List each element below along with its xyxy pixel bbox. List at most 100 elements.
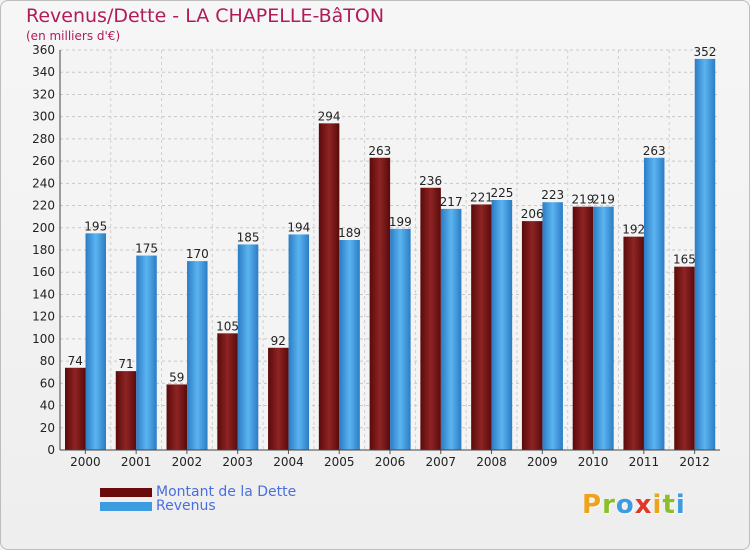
x-tick-label: 2004 — [273, 455, 304, 469]
data-label-revenus: 352 — [694, 45, 717, 59]
legend-item-revenus: Revenus — [100, 498, 360, 514]
bar-revenus — [339, 240, 360, 450]
bar-dette — [217, 333, 238, 450]
legend-label-revenus: Revenus — [156, 498, 216, 514]
logo-letter: i — [675, 490, 686, 520]
data-label-revenus: 217 — [440, 195, 463, 209]
bar-revenus — [542, 202, 563, 450]
bar-revenus — [440, 208, 462, 450]
data-label-dette: 236 — [419, 174, 442, 188]
y-tick-label: 140 — [32, 287, 55, 301]
chart-subtitle: (en milliers d'€) — [26, 29, 121, 43]
y-tick-label: 220 — [32, 199, 55, 213]
bar-dette — [115, 371, 137, 450]
data-label-dette: 221 — [470, 190, 493, 204]
label-layer: 74 195 71 175 59 170 105 185 92 194 294 189 263 199 23… — [68, 45, 717, 385]
x-tick-label: 2003 — [222, 455, 253, 469]
y-tick-label: 200 — [32, 221, 55, 235]
logo-letter: o — [615, 490, 635, 520]
x-tick-label: 2009 — [527, 455, 558, 469]
bar-dette — [623, 236, 644, 450]
bar-dette — [674, 266, 695, 450]
bar-revenus — [187, 261, 208, 450]
bar-dette — [369, 157, 391, 450]
data-label-dette: 92 — [271, 334, 286, 348]
x-tick-label: 2002 — [172, 455, 203, 469]
bar-layer — [65, 58, 716, 451]
x-tick-label: 2007 — [425, 455, 456, 469]
y-tick-label: 360 — [32, 43, 55, 57]
x-tick-label: 2010 — [578, 455, 609, 469]
data-label-revenus: 223 — [541, 188, 564, 202]
y-tick-label: 320 — [32, 87, 55, 101]
data-label-revenus: 194 — [287, 220, 310, 234]
bar-revenus — [237, 244, 259, 450]
data-label-revenus: 195 — [84, 219, 107, 233]
bar-dette — [420, 187, 441, 450]
logo-letter: t — [662, 490, 676, 520]
bar-revenus — [593, 206, 614, 450]
legend: Montant de la Dette Revenus — [100, 484, 360, 514]
data-label-dette: 165 — [673, 253, 696, 267]
legend-label-dette: Montant de la Dette — [156, 484, 297, 500]
data-label-dette: 206 — [521, 207, 544, 221]
logo-letter: P — [582, 490, 603, 520]
proxiti-logo: Proxiti — [582, 490, 686, 520]
x-tick-label: 2000 — [70, 455, 101, 469]
x-tick-label: 2005 — [324, 455, 355, 469]
chart-title: Revenus/Dette - LA CHAPELLE-BâTON — [26, 5, 385, 27]
bar-revenus — [85, 233, 106, 450]
y-tick-label: 40 — [40, 399, 55, 413]
bar-dette — [166, 384, 188, 450]
x-tick-label: 2001 — [121, 455, 152, 469]
bar-revenus — [694, 58, 716, 451]
y-tick-label: 120 — [32, 310, 55, 324]
data-label-dette: 263 — [368, 144, 391, 158]
axis-layer: 0 20 40 60 80 100 120 140 160 180 200 220 240 260 280 3… — [32, 43, 720, 469]
bar-dette — [521, 221, 543, 450]
bar-dette — [318, 123, 340, 450]
y-tick-label: 20 — [40, 421, 55, 435]
bar-revenus — [643, 157, 665, 450]
x-tick-label: 2006 — [375, 455, 406, 469]
data-label-dette: 294 — [318, 109, 341, 123]
logo-letter: x — [634, 490, 653, 520]
bar-dette — [268, 347, 289, 450]
y-tick-label: 0 — [47, 443, 55, 457]
data-label-revenus: 185 — [237, 230, 260, 244]
data-label-revenus: 189 — [338, 226, 361, 240]
x-tick-label: 2011 — [629, 455, 660, 469]
y-tick-label: 180 — [32, 243, 55, 257]
data-label-revenus: 219 — [592, 193, 615, 207]
bar-revenus — [136, 255, 157, 450]
y-tick-label: 340 — [32, 65, 55, 79]
legend-swatch-dette — [100, 488, 152, 497]
data-label-revenus: 225 — [490, 186, 513, 200]
data-label-revenus: 199 — [389, 215, 412, 229]
y-tick-label: 160 — [32, 265, 55, 279]
logo-letter: i — [652, 490, 663, 520]
data-label-revenus: 175 — [135, 242, 158, 256]
x-tick-label: 2008 — [476, 455, 507, 469]
legend-item-dette: Montant de la Dette — [100, 484, 360, 500]
y-tick-label: 300 — [32, 110, 55, 124]
y-tick-label: 260 — [32, 154, 55, 168]
legend-swatch-revenus — [100, 502, 152, 511]
data-label-dette: 219 — [571, 193, 594, 207]
bar-dette — [471, 204, 492, 450]
data-label-dette: 71 — [118, 357, 133, 371]
y-tick-label: 60 — [40, 376, 55, 390]
y-tick-label: 240 — [32, 176, 55, 190]
data-label-dette: 59 — [169, 370, 184, 384]
x-tick-label: 2012 — [679, 455, 710, 469]
y-tick-label: 280 — [32, 132, 55, 146]
data-label-dette: 105 — [216, 319, 239, 333]
logo-letter: r — [602, 490, 616, 520]
data-label-dette: 192 — [622, 223, 645, 237]
bar-dette — [65, 367, 86, 450]
bar-revenus — [288, 234, 310, 450]
data-label-revenus: 263 — [643, 144, 666, 158]
y-tick-label: 80 — [40, 354, 55, 368]
bar-revenus — [491, 200, 513, 450]
